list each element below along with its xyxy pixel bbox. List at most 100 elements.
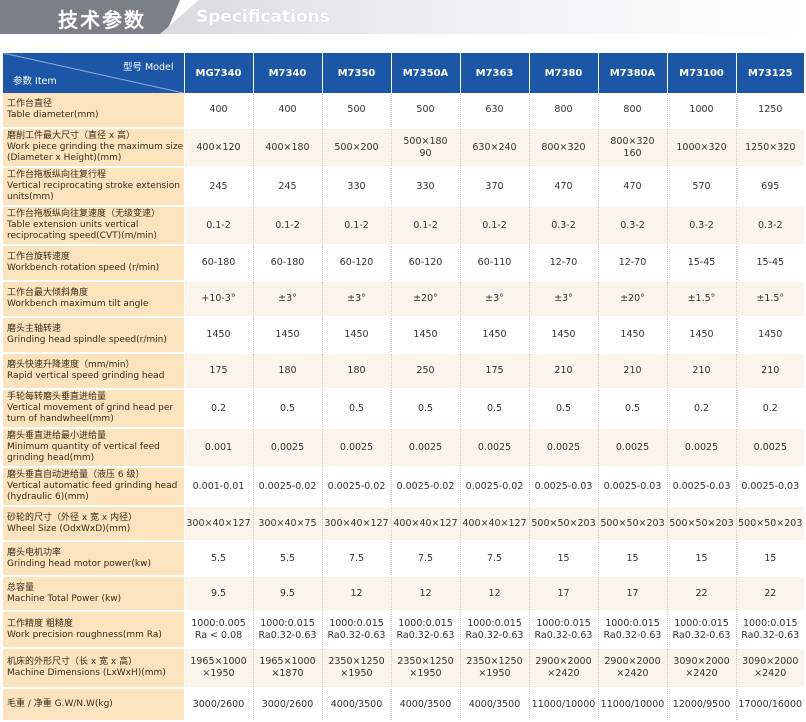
spec-value: 400 [209,104,228,115]
spec-value: 12-70 [618,257,647,268]
table-row: 手轮每转磨头垂直进给量 Vertical movement of grind he… [3,389,804,429]
spec-value: 180 [278,365,297,376]
spec-value: 0.1-2 [413,219,438,231]
spec-value: 7.5 [348,552,365,564]
spec-value: 0.3-2 [689,219,714,231]
spec-value-cell: 250 [390,353,460,390]
row-label-zh: 总容量 [7,582,35,593]
spec-value-cell: 1450 [459,317,529,354]
spec-value-cell: 630×240 [459,128,529,168]
spec-value-cell: 400×40×127 [459,506,529,542]
spec-value: 800 [623,104,642,115]
spec-value: 60-120 [339,257,374,268]
table-row: 磨削工件最大尺寸（直径 x 高） Work piece grinding the … [3,128,804,168]
spec-value: 9.5 [279,587,296,599]
header-item-label: 参数 Item [13,76,57,87]
spec-value-cell: 1000:0.015 Ra0.32-0.63 [528,611,598,649]
spec-value: ±20° [620,293,645,304]
spec-value: 1000:0.015 Ra0.32-0.63 [258,617,317,641]
spec-value-cell: 1000:0.015 Ra0.32-0.63 [252,611,322,649]
spec-value: 470 [554,180,573,192]
spec-value-cell: 500×180 90 [390,128,460,168]
spec-value-cell: 0.3-2 [735,206,804,246]
spec-value: 245 [209,180,228,192]
spec-value: 1450 [413,329,438,340]
row-label: 工作台拖板纵向往复行程 Vertical reciprocating stroke… [3,167,185,207]
spec-value: 0.0025 [408,441,443,453]
spec-value-cell: 3000/2600 [183,688,253,722]
spec-value-cell: 12000/9500 [666,688,736,722]
spec-value-cell: 1250 [735,93,804,129]
spec-value: 0.0025-0.02 [327,480,386,492]
spec-value: 60-110 [477,257,512,268]
spec-value-cell: 1450 [321,317,391,354]
model-header-m73125: M73125 [735,53,804,93]
spec-value-cell: 300×40×75 [252,506,322,542]
spec-value-cell: 1000:0.015 Ra0.32-0.63 [597,611,667,649]
spec-value: 12000/9500 [672,698,731,710]
spec-value-cell: 3090×2000 ×2420 [666,648,736,689]
spec-value: 0.0025 [339,441,374,453]
spec-value: 500 [347,104,366,115]
model-header-mg7340: MG7340 [183,53,253,93]
model-header-m7363: M7363 [459,53,529,93]
row-label: 工作台拖板纵向往复速度（无级变速） Table extension units v… [3,206,185,246]
spec-value-cell: 0.1-2 [252,206,322,246]
row-label: 手轮每转磨头垂直进给量 Vertical movement of grind he… [3,389,185,429]
table-row: 总容量 Machine Total Power (kw) 9.5 9.5 12 12 12 1… [3,576,804,612]
spec-value-cell: 300×40×127 [183,506,253,542]
spec-value-cell: 9.5 [183,576,253,612]
spec-value-cell: 1000 [666,93,736,129]
spec-value-cell: 15-45 [666,245,736,282]
row-label-zh: 磨头主轴转速 [7,324,62,334]
spec-value-cell: 210 [597,353,667,390]
specifications-table: 型号 Model 参数 Item MG7340 M7340 M7350 M7350A M… [3,53,804,722]
spec-value: 0.0025-0.02 [396,480,455,492]
spec-value-cell: 470 [597,167,667,207]
spec-value: 400×40×127 [462,517,527,529]
spec-value-cell: 2350×1250 ×1950 [459,648,529,689]
spec-value-cell: 2900×2000 ×2420 [597,648,667,689]
spec-value: 400 [278,104,297,115]
row-label-en: Workbench maximum tilt angle [7,299,149,309]
row-label-en: Grinding head spindle speed(r/min) [7,335,167,345]
spec-value: 1000:0.015 Ra0.32-0.63 [672,617,731,641]
spec-value-cell: 0.001 [183,428,253,468]
table-row: 磨头快速升降速度（mm/min） Rapid vertical speed gri… [3,353,804,390]
spec-value-cell: 17 [597,576,667,612]
row-label-zh: 工作台直径 [7,99,53,109]
header-model-label: 型号 Model [122,62,174,73]
spec-value-cell: 1965×1000 ×1870 [252,648,322,689]
spec-value: 1000:0.015 Ra0.32-0.63 [603,617,662,641]
spec-value: 1000:0.015 Ra0.32-0.63 [396,617,455,641]
spec-value-cell: 0.0025-0.02 [321,467,391,507]
spec-value-cell: 17000/16000 [735,688,804,722]
spec-value: 15-45 [687,257,716,268]
spec-value-cell: ±3° [252,281,322,318]
spec-value: 1000×320 [676,141,727,153]
spec-value-cell: 1000×320 [666,128,736,168]
spec-value: 3000/2600 [192,698,245,710]
spec-value: ±20° [413,293,438,304]
spec-value-cell: 800 [597,93,667,129]
table-row: 工作台最大倾斜角度 Workbench maximum tilt angle +10… [3,281,804,318]
spec-value: 17 [626,587,639,599]
row-label-zh: 磨削工件最大尺寸（直径 x 高） [7,131,136,141]
spec-value: 60-180 [270,257,305,268]
row-label: 机床的外形尺寸（长 x 宽 x 高） Machine Dimensions (Lx… [3,648,185,689]
spec-value: 500×200 [334,141,379,153]
spec-value-cell: 400×40×127 [390,506,460,542]
spec-value-cell: 210 [528,353,598,390]
spec-value: 2350×1250 ×1950 [397,656,454,679]
spec-value: 1000:0.005 Ra < 0.08 [191,617,246,641]
spec-value: 2350×1250 ×1950 [328,656,385,679]
spec-value: 5.5 [210,552,227,564]
spec-value-cell: 9.5 [252,576,322,612]
row-label-en: Work precision roughness(mm Ra) [7,629,162,640]
spec-value: 1450 [689,329,714,340]
spec-value: 0.0025 [615,441,650,453]
spec-value-cell: 800×320 [528,128,598,168]
spec-value-cell: ±3° [528,281,598,318]
spec-value: 695 [761,180,780,192]
spec-value: 500×50×203 [738,517,803,529]
